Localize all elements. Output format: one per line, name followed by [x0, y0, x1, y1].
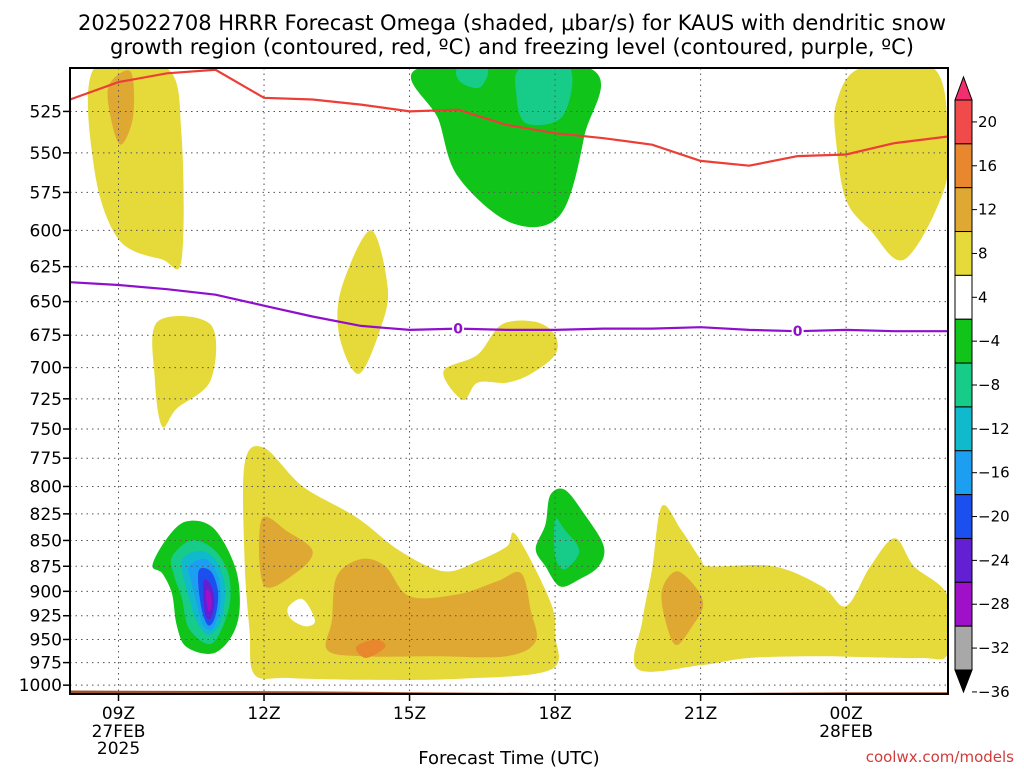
plot-frame — [69, 67, 949, 695]
chart-title-line-2: growth region (contoured, red, ºC) and f… — [110, 35, 914, 59]
colorbar-segment-2 — [954, 187, 973, 233]
omega-region-12 — [325, 558, 537, 658]
y-tick-label-825: 825 — [30, 505, 62, 525]
omega-region-7 — [152, 316, 217, 428]
colorbar-label-1: 16 — [978, 157, 997, 175]
x-tick-label-18Z: 18Z — [538, 704, 571, 724]
freezing-level-label-0: 0 — [453, 322, 463, 338]
colorbar-bottom-arrow — [954, 669, 973, 694]
x-tick-sublabel-09Z-1: 2025 — [97, 739, 140, 759]
y-tick-label-525: 525 — [30, 102, 62, 122]
colorbar-label-3: 8 — [978, 244, 988, 262]
omega-region-8 — [443, 320, 558, 401]
colorbar-label-13: −36 — [978, 683, 1010, 701]
omega-region-17 — [553, 518, 580, 570]
colorbar-label-0: 20 — [978, 113, 997, 131]
x-axis-label: Forecast Time (UTC) — [418, 748, 599, 768]
colorbar-segment-7 — [954, 406, 973, 452]
colorbar: 20 16 12 8 4 −4 −8 −12 −16 −20 −24 −28 −32 −36 — [954, 75, 1010, 701]
y-tick-label-975: 975 — [30, 654, 62, 674]
omega-region-13 — [355, 639, 386, 658]
omega-region-2 — [834, 68, 948, 261]
pressure-axis: 525 550 575 600 625 650 675 700 725 750 775 800 825 8… — [19, 102, 70, 696]
omega-region-11 — [258, 516, 313, 588]
omega-region-1 — [107, 70, 135, 145]
colorbar-segment-12 — [954, 625, 973, 671]
colorbar-label-6: −8 — [978, 376, 1000, 394]
y-tick-label-650: 650 — [30, 293, 62, 313]
colorbar-segment-9 — [954, 494, 973, 539]
colorbar-segment-5 — [954, 318, 973, 364]
omega-region-23 — [205, 589, 212, 612]
y-tick-label-550: 550 — [30, 144, 62, 164]
colorbar-label-9: −20 — [978, 508, 1010, 526]
colorbar-label-10: −24 — [978, 551, 1010, 569]
colorbar-segment-3 — [954, 231, 973, 276]
colorbar-segment-1 — [954, 143, 973, 189]
x-tick-label-15Z: 15Z — [393, 704, 426, 724]
omega-region-10 — [633, 505, 948, 672]
y-tick-label-775: 775 — [30, 449, 62, 469]
credit-text: coolwx.com/models — [866, 748, 1014, 766]
freezing-label-bg-1 — [791, 324, 804, 339]
y-tick-label-800: 800 — [30, 477, 62, 497]
x-tick-label-12Z: 12Z — [247, 704, 280, 724]
contour-line-0 — [70, 68, 948, 167]
omega-region-24 — [287, 598, 316, 627]
y-tick-label-900: 900 — [30, 582, 62, 602]
omega-region-4 — [515, 68, 573, 126]
grid-lines — [70, 68, 948, 694]
x-tick-label-21Z: 21Z — [684, 704, 717, 724]
chart-title-line-1: 2025022708 HRRR Forecast Omega (shaded, … — [78, 11, 946, 35]
y-tick-label-575: 575 — [30, 183, 62, 203]
y-tick-label-625: 625 — [30, 258, 62, 278]
omega-region-14 — [661, 571, 704, 646]
colorbar-segment-0 — [954, 99, 973, 145]
colorbar-label-4: 4 — [978, 288, 988, 306]
x-tick-label-09Z: 09Z — [102, 704, 135, 724]
colorbar-label-5: −4 — [978, 332, 1000, 350]
y-tick-label-750: 750 — [30, 420, 62, 440]
colorbar-segment-10 — [954, 537, 973, 583]
omega-region-6 — [337, 230, 389, 374]
colorbar-label-8: −16 — [978, 464, 1010, 482]
y-tick-label-925: 925 — [30, 607, 62, 627]
y-tick-label-675: 675 — [30, 326, 62, 346]
y-tick-label-725: 725 — [30, 390, 62, 410]
freezing-level-label-1: 0 — [793, 324, 803, 340]
x-tick-sublabel-09Z-0: 27FEB — [92, 722, 146, 742]
x-tick-label-00Z: 00Z — [829, 704, 862, 724]
y-tick-label-700: 700 — [30, 359, 62, 379]
x-tick-sublabel-00Z-0: 28FEB — [819, 722, 873, 742]
freezing-label-bg-0 — [452, 321, 465, 336]
colorbar-top-arrow — [954, 75, 973, 101]
omega-region-5 — [455, 68, 489, 89]
colorbar-label-2: 12 — [978, 201, 997, 219]
y-tick-label-600: 600 — [30, 221, 62, 241]
colorbar-label-11: −28 — [978, 595, 1010, 613]
colorbar-segment-8 — [954, 450, 973, 496]
colorbar-label-12: −32 — [978, 639, 1010, 657]
colorbar-segment-11 — [954, 581, 973, 627]
colorbar-segment-4 — [954, 274, 973, 320]
colorbar-label-7: −12 — [978, 420, 1010, 438]
y-tick-label-850: 850 — [30, 531, 62, 551]
y-tick-label-875: 875 — [30, 557, 62, 577]
y-tick-label-1000: 1000 — [19, 676, 62, 696]
colorbar-segment-6 — [954, 362, 973, 408]
y-tick-label-950: 950 — [30, 630, 62, 650]
